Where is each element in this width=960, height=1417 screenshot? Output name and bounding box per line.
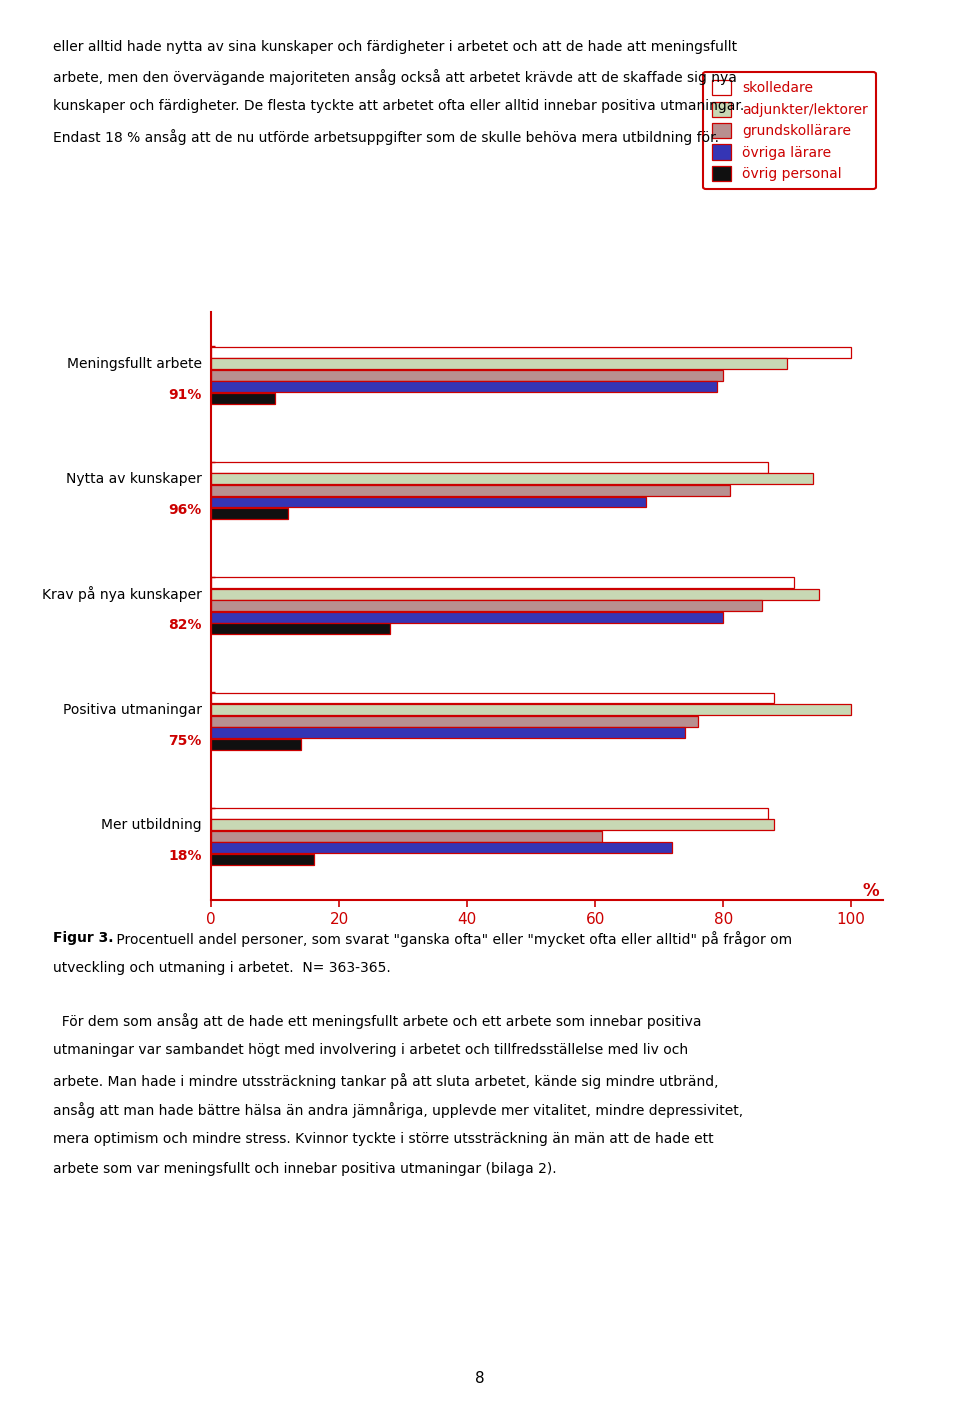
Text: Krav på nya kunskaper: Krav på nya kunskaper (41, 587, 202, 602)
Bar (211, 716, 698, 727)
Text: utveckling och utmaning i arbetet.  N= 363-365.: utveckling och utmaning i arbetet. N= 36… (53, 961, 391, 975)
Text: arbete, men den övervägande majoriteten ansåg också att arbetet krävde att de sk: arbete, men den övervägande majoriteten … (53, 69, 736, 85)
Text: ansåg att man hade bättre hälsa än andra jämnåriga, upplevde mer vitalitet, mind: ansåg att man hade bättre hälsa än andra… (53, 1102, 743, 1118)
Text: eller alltid hade nytta av sina kunskaper och färdigheter i arbetet och att de h: eller alltid hade nytta av sina kunskape… (53, 40, 737, 54)
Bar (211, 359, 787, 368)
Bar (211, 808, 768, 819)
Bar (211, 854, 314, 864)
Text: 96%: 96% (168, 503, 202, 517)
Bar (211, 693, 775, 703)
Text: arbete. Man hade i mindre utssträckning tankar på att sluta arbetet, kände sig m: arbete. Man hade i mindre utssträckning … (53, 1073, 718, 1088)
Text: %: % (862, 881, 878, 900)
Bar (211, 509, 288, 519)
Text: utmaningar var sambandet högt med involvering i arbetet och tillfredsställelse m: utmaningar var sambandet högt med involv… (53, 1043, 688, 1057)
Bar (211, 496, 646, 507)
Bar (211, 370, 723, 381)
Bar (211, 830, 602, 842)
Bar (211, 612, 723, 623)
Bar (211, 704, 852, 716)
Bar (211, 623, 391, 635)
Text: kunskaper och färdigheter. De flesta tyckte att arbetet ofta eller alltid inneba: kunskaper och färdigheter. De flesta tyc… (53, 99, 744, 113)
Bar (211, 601, 761, 611)
Bar (211, 347, 852, 357)
Bar (211, 738, 300, 750)
Text: 18%: 18% (168, 849, 202, 863)
Text: mera optimism och mindre stress. Kvinnor tyckte i större utssträckning än män at: mera optimism och mindre stress. Kvinnor… (53, 1132, 713, 1146)
Text: 91%: 91% (168, 388, 202, 402)
Text: Figur 3.: Figur 3. (53, 931, 113, 945)
Text: Nytta av kunskaper: Nytta av kunskaper (65, 472, 202, 486)
Text: Endast 18 % ansåg att de nu utförde arbetsuppgifter som de skulle behöva mera ut: Endast 18 % ansåg att de nu utförde arbe… (53, 129, 719, 145)
Bar (211, 393, 276, 404)
Text: 75%: 75% (168, 734, 202, 748)
Bar (211, 577, 794, 588)
Bar (211, 473, 813, 485)
Bar (211, 819, 775, 830)
Text: För dem som ansåg att de hade ett meningsfullt arbete och ett arbete som innebar: För dem som ansåg att de hade ett mening… (53, 1013, 702, 1029)
Legend: skolledare, adjunkter/lektorer, grundskollärare, övriga lärare, övrig personal: skolledare, adjunkter/lektorer, grundsko… (704, 72, 876, 190)
Text: Meningsfullt arbete: Meningsfullt arbete (66, 357, 202, 371)
Text: 8: 8 (475, 1370, 485, 1386)
Bar (211, 485, 730, 496)
Bar (211, 588, 819, 599)
Bar (211, 462, 768, 473)
Bar (211, 727, 684, 738)
Text: Procentuell andel personer, som svarat "ganska ofta" eller "mycket ofta eller al: Procentuell andel personer, som svarat "… (112, 931, 792, 947)
Text: arbete som var meningsfullt och innebar positiva utmaningar (bilaga 2).: arbete som var meningsfullt och innebar … (53, 1162, 557, 1176)
Bar (211, 843, 672, 853)
Bar (211, 381, 717, 393)
Text: 82%: 82% (168, 618, 202, 632)
Text: Mer utbildning: Mer utbildning (101, 818, 202, 832)
Text: Positiva utmaningar: Positiva utmaningar (62, 703, 202, 717)
